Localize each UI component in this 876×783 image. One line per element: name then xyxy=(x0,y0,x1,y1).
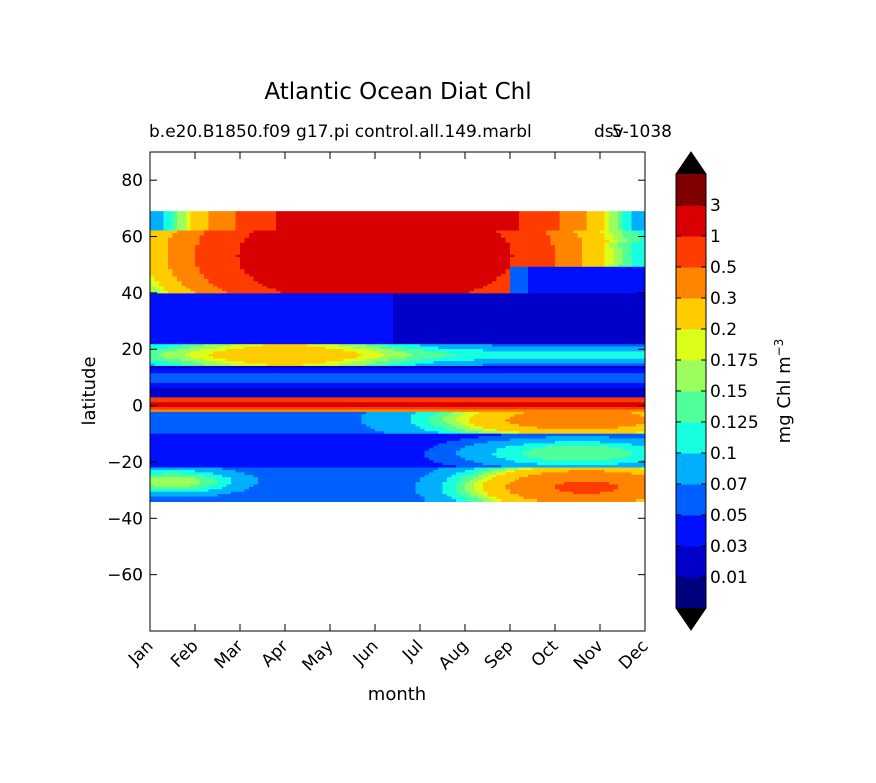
colorbar-outline xyxy=(675,151,707,631)
x-tick-label: May xyxy=(299,636,338,675)
y-tick-label: −40 xyxy=(107,509,143,529)
y-tick-label: −60 xyxy=(107,566,143,586)
x-tick-label: Jun xyxy=(349,636,383,670)
heatmap-field xyxy=(150,211,645,502)
y-axis-label: latitude xyxy=(79,356,100,425)
colorbar-swatch xyxy=(676,205,706,237)
colorbar-tick-label: 0.5 xyxy=(710,258,737,278)
y-tick-label: 0 xyxy=(132,397,143,417)
x-tick-label: Nov xyxy=(570,636,608,674)
colorbar-swatch xyxy=(676,577,706,609)
x-tick-label: Feb xyxy=(167,636,202,671)
x-tick-label: Oct xyxy=(528,636,563,671)
colorbar-swatch xyxy=(676,236,706,268)
chart-subtitle-overlap: dsv xyxy=(594,122,624,142)
colorbar-tick-label: 0.07 xyxy=(710,475,748,495)
colorbar-swatch xyxy=(676,422,706,454)
x-tick-label: Jul xyxy=(398,636,427,665)
colorbar-swatch xyxy=(676,298,706,330)
chart-subtitle-left: b.e20.B1850.f09 g17.pi control.all.149.m… xyxy=(149,122,532,142)
colorbar-tick-label: 3 xyxy=(710,196,721,216)
y-tick-label: 20 xyxy=(121,340,143,360)
colorbar-tick-label: 0.05 xyxy=(710,506,748,526)
x-axis-label: month xyxy=(368,684,426,705)
colorbar-tick-label: 0.3 xyxy=(710,289,737,309)
x-tick-label: Jan xyxy=(124,636,157,669)
x-tick-label: Dec xyxy=(615,636,652,673)
y-axis: 80 60 40 20 0 −20 −40 −60 xyxy=(107,171,645,586)
colorbar-extend-min xyxy=(676,608,706,630)
colorbar: 0.01 0.03 0.05 0.07 0.1 0.125 0.15 0.175 0.2 0.3 0… xyxy=(675,151,759,631)
colorbar-swatch xyxy=(676,515,706,547)
chart-subtitle-right: 5-1038 xyxy=(612,122,672,142)
colorbar-tick-label: 0.125 xyxy=(710,413,759,433)
colorbar-swatch xyxy=(676,484,706,516)
y-tick-label: 40 xyxy=(121,284,143,304)
colorbar-tick-label: 0.2 xyxy=(710,320,737,340)
y-tick-label: 80 xyxy=(121,171,143,191)
colorbar-swatch xyxy=(676,267,706,299)
colorbar-label-unit: mg Chl m xyxy=(774,356,795,443)
colorbar-tick-label: 0.175 xyxy=(710,351,759,371)
x-tick-label: Apr xyxy=(258,636,293,671)
colorbar-extend-max xyxy=(676,152,706,174)
colorbar-tick-label: 0.1 xyxy=(710,444,737,464)
colorbar-swatch xyxy=(676,453,706,485)
colorbar-label: mg Chl m−3 xyxy=(772,339,795,444)
colorbar-tick-label: 0.01 xyxy=(710,568,748,588)
colorbar-swatch xyxy=(676,360,706,392)
chart-title: Atlantic Ocean Diat Chl xyxy=(264,79,531,105)
colorbar-swatch xyxy=(676,391,706,423)
colorbar-swatch xyxy=(676,546,706,578)
colorbar-tick-label: 0.15 xyxy=(710,382,748,402)
y-tick-label: 60 xyxy=(121,228,143,248)
colorbar-label-exponent: −3 xyxy=(772,339,786,357)
colorbar-tick-label: 1 xyxy=(710,227,721,247)
x-tick-label: Sep xyxy=(481,636,518,673)
colorbar-swatch xyxy=(676,174,706,206)
x-tick-label: Mar xyxy=(211,636,248,673)
plot-frame xyxy=(149,151,646,632)
y-tick-label: −20 xyxy=(107,453,143,473)
colorbar-swatch xyxy=(676,329,706,361)
x-tick-label: Aug xyxy=(435,636,473,674)
colorbar-tick-label: 0.03 xyxy=(710,537,748,557)
